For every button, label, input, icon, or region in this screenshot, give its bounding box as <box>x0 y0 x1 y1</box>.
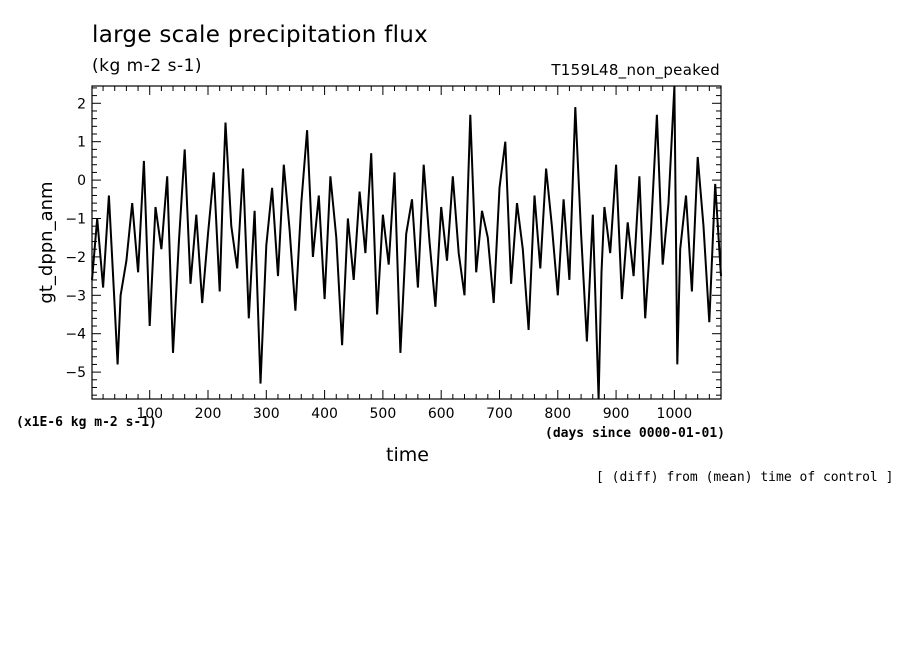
y-tick-label: 1 <box>77 135 86 151</box>
x-tick-label: 500 <box>370 406 397 422</box>
x-axis-label: time <box>386 444 429 466</box>
series-line <box>91 85 722 400</box>
y-tick-label: −1 <box>65 211 86 227</box>
y-tick-label: −5 <box>65 365 86 381</box>
chart-title: large scale precipitation flux <box>92 22 429 48</box>
y-tick-label: −2 <box>65 250 86 266</box>
y-tick-label: 2 <box>77 96 86 112</box>
y-tick-label: −4 <box>65 327 86 343</box>
y-tick-label: −3 <box>65 288 86 304</box>
x-tick-label: 1000 <box>657 406 693 422</box>
x-tick-label: 200 <box>195 406 222 422</box>
x-units-label: (days since 0000-01-01) <box>545 426 726 441</box>
y-axis-label: gt_dppn_anm <box>36 181 57 303</box>
series-layer <box>91 85 722 400</box>
x-tick-label: 600 <box>428 406 455 422</box>
y-scale-note: (x1E-6 kg m-2 s-1) <box>16 415 157 430</box>
run-label: T159L48_non_peaked <box>551 61 720 79</box>
x-tick-label: 700 <box>486 406 513 422</box>
chart-units: (kg m-2 s-1) <box>92 56 203 76</box>
ticks-layer: 100 200 300 400 500 600 700 800 900 1000 2 1 0 −1 −2 −3… <box>65 86 722 422</box>
x-tick-label: 800 <box>544 406 571 422</box>
x-tick-label: 400 <box>311 406 338 422</box>
x-tick-label: 900 <box>603 406 630 422</box>
x-tick-label: 100 <box>136 406 163 422</box>
x-tick-label: 300 <box>253 406 280 422</box>
y-tick-label: 0 <box>77 173 86 189</box>
footnote: [ (diff) from (mean) time of control ] <box>596 470 894 485</box>
